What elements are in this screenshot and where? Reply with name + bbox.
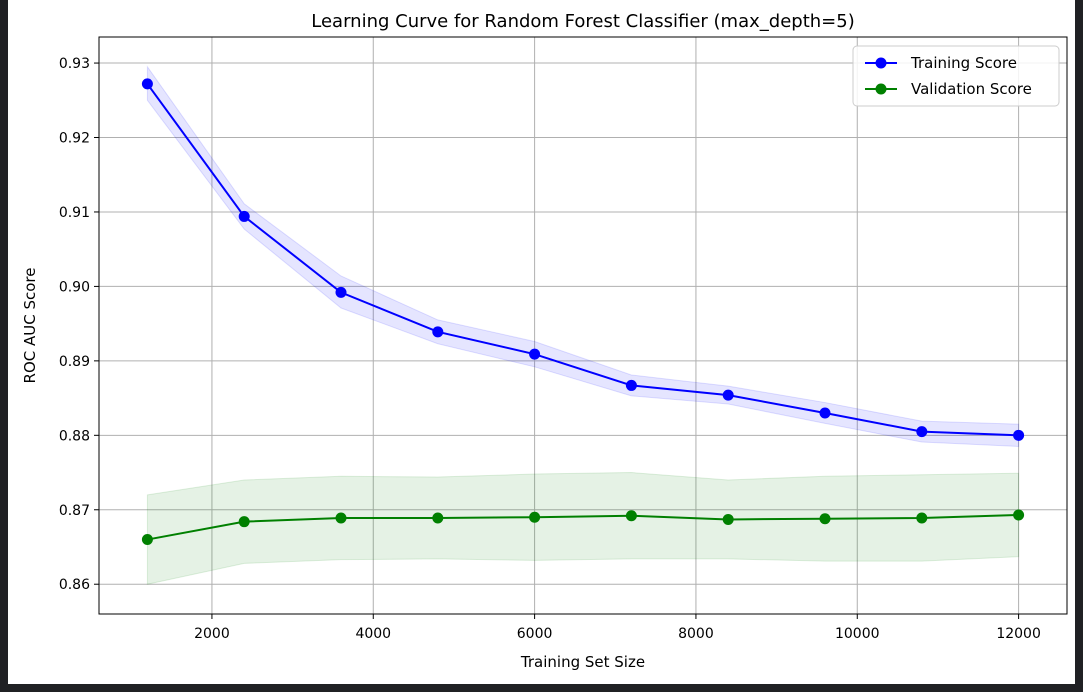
x-tick-label: 2000 xyxy=(194,626,230,642)
series-points xyxy=(141,78,1025,546)
validation-score-point xyxy=(819,513,831,525)
x-axis-ticks: 2000 4000 6000 8000 10000 12000 xyxy=(194,614,1041,642)
training-score-point xyxy=(722,389,734,401)
y-tick-label: 0.91 xyxy=(59,205,90,221)
validation-score-point xyxy=(625,510,637,522)
training-score-legend-label: Training Score xyxy=(910,54,1017,72)
y-tick-label: 0.86 xyxy=(59,577,90,593)
validation-score-point xyxy=(916,512,928,524)
training-score-band xyxy=(146,65,1020,448)
training-score-point xyxy=(819,407,831,419)
validation-score-point xyxy=(529,511,541,523)
y-tick-label: 0.93 xyxy=(59,56,90,72)
series-lines xyxy=(146,83,1019,541)
learning-curve-chart: 2000 4000 6000 8000 10000 12000 0.860.870.880… xyxy=(21,11,1068,671)
training-score-point xyxy=(335,286,347,298)
y-tick-label: 0.87 xyxy=(59,503,90,519)
training-score-line xyxy=(146,83,1019,437)
training-score-point xyxy=(625,379,637,391)
x-tick-label: 4000 xyxy=(355,626,391,642)
x-tick-label: 6000 xyxy=(517,626,553,642)
validation-score-point xyxy=(722,513,734,525)
x-tick-label: 12000 xyxy=(996,626,1041,642)
validation-score-band xyxy=(146,472,1020,585)
training-score-legend-marker xyxy=(875,57,887,69)
validation-score-point xyxy=(1013,509,1025,521)
validation-score-legend-marker xyxy=(875,83,887,95)
x-tick-label: 10000 xyxy=(835,626,880,642)
figure-canvas: 2000 4000 6000 8000 10000 12000 0.86 0.87 0.88 0… xyxy=(8,0,1075,684)
axes-frame xyxy=(98,36,1068,615)
validation-score-point xyxy=(335,512,347,524)
confidence-bands xyxy=(146,65,1020,585)
y-axis-label: ROC AUC Score xyxy=(21,268,39,384)
y-tick-label: 0.90 xyxy=(59,279,90,295)
validation-score-point xyxy=(432,512,444,524)
legend-box xyxy=(852,45,1060,107)
y-axis-ticks: 0.86 0.87 0.88 0.89 0.90 0.91 0.92 0.93 xyxy=(59,56,99,593)
y-tick-label: 0.88 xyxy=(59,428,90,444)
validation-score-point xyxy=(238,516,250,528)
validation-score-legend-label: Validation Score xyxy=(911,80,1032,98)
x-axis-label: Training Set Size xyxy=(520,653,645,671)
validation-score-line xyxy=(147,513,1019,541)
training-score-point xyxy=(1013,429,1025,441)
x-tick-label: 8000 xyxy=(678,626,714,642)
y-tick-label: 0.89 xyxy=(59,354,90,370)
validation-score-point xyxy=(141,534,153,546)
training-score-point xyxy=(432,326,444,338)
training-score-point xyxy=(238,210,250,222)
legend: Training Score Validation Score xyxy=(852,45,1060,107)
y-tick-label: 0.92 xyxy=(59,131,90,147)
training-score-point xyxy=(529,348,541,360)
training-score-point xyxy=(916,426,928,438)
training-score-point xyxy=(141,78,153,90)
chart-title: Learning Curve for Random Forest Classif… xyxy=(311,11,854,32)
